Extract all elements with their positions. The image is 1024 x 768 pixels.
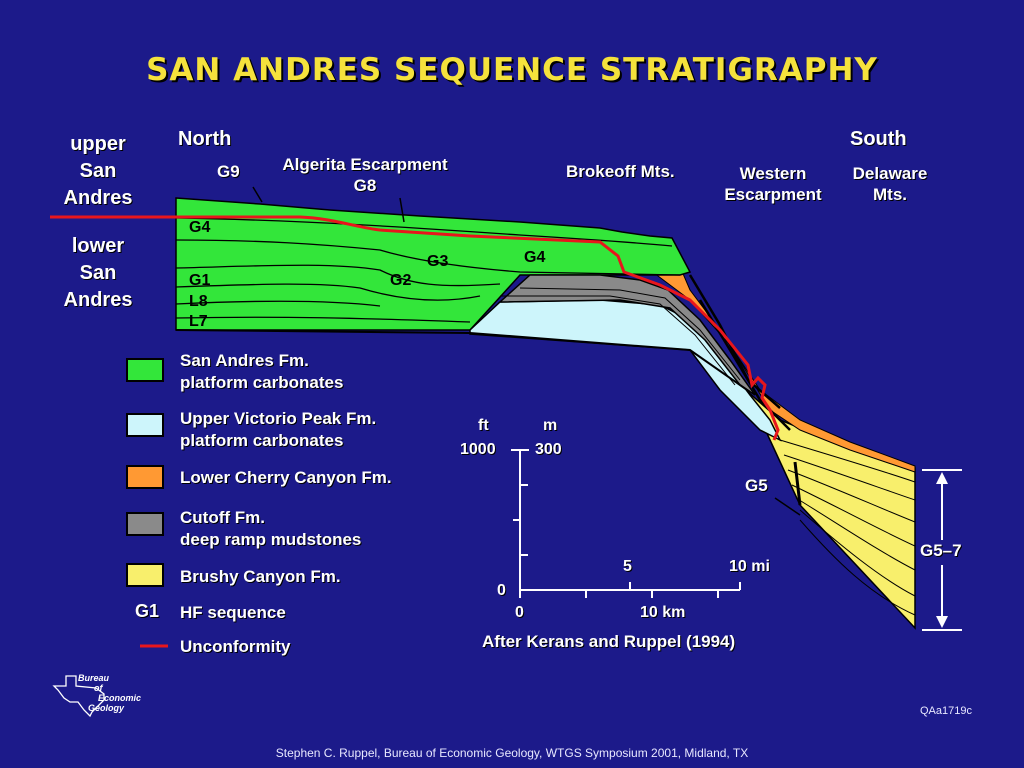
figure-code: QAa1719c (920, 705, 972, 717)
algerita-escarpment-label: Algerita Escarpment G8 (282, 155, 448, 195)
g4-left-label: G4 (189, 219, 211, 236)
scale-10-mi: 10 mi (729, 558, 770, 575)
scale-m-value: 300 (535, 441, 562, 458)
brokeoff-label: Brokeoff Mts. (566, 162, 675, 181)
scale-m-unit: m (543, 417, 558, 434)
legend-swatch-victorio-peak (126, 413, 164, 437)
legend-label-cherry-canyon: Lower Cherry Canyon Fm. (180, 468, 392, 487)
g9-label: G9 (217, 162, 240, 181)
legend-label-san-andres: San Andres Fm. platform carbonates (180, 351, 344, 392)
south-label: South (850, 128, 907, 150)
north-label: North (178, 128, 232, 150)
g5-fault (793, 461, 802, 506)
scale-5-mi: 5 (623, 558, 632, 575)
unconformity-line (50, 215, 780, 441)
upper-san-andres-label: upper San Andres (63, 133, 133, 209)
citation: After Kerans and Ruppel (1994) (482, 632, 736, 651)
g5-7-bracket (922, 469, 962, 631)
legend-swatch-cherry-canyon (126, 465, 164, 489)
legend-sequence-key: G1 (135, 601, 160, 621)
legend-label-cutoff: Cutoff Fm. deep ramp mudstones (180, 508, 362, 549)
footer-credit: Stephen C. Ruppel, Bureau of Economic Ge… (275, 746, 749, 760)
g1-label: G1 (189, 272, 211, 289)
delaware-mts-label: Delaware Mts. (852, 164, 928, 204)
lower-san-andres-label: lower San Andres (63, 235, 133, 311)
legend-swatch-brushy-canyon (126, 563, 164, 587)
g4-right-label: G4 (524, 249, 546, 266)
scale-zero-vertical: 0 (497, 582, 506, 599)
scale-ft-value: 1000 (460, 441, 496, 458)
g5-7-label: G5–7 (920, 541, 962, 560)
scale-ft-unit: ft (478, 417, 489, 434)
legend-swatch-cutoff (126, 512, 164, 536)
scale-zero-horizontal: 0 (515, 604, 524, 621)
san-andres-unit (175, 197, 692, 331)
l8-label: L8 (189, 293, 208, 310)
legend-label-victorio-peak: Upper Victorio Peak Fm. platform carbona… (180, 409, 377, 450)
g3-label: G3 (427, 253, 449, 270)
texas-logo-icon (52, 675, 105, 718)
legend-sequence-desc: HF sequence (180, 603, 286, 622)
scale-10-km: 10 km (640, 604, 686, 621)
legend-swatch-san-andres (126, 358, 164, 382)
western-escarpment-label: Western Escarpment (724, 164, 822, 204)
scale-bar (511, 449, 741, 598)
l7-label: L7 (189, 313, 208, 330)
legend-unconformity-desc: Unconformity (180, 637, 291, 656)
g5-label: G5 (745, 476, 768, 495)
legend-label-brushy-canyon: Brushy Canyon Fm. (180, 567, 341, 586)
bureau-logo-text: Bureau of Economic Geology (78, 673, 142, 713)
g2-label: G2 (390, 272, 412, 289)
slide-title: SAN ANDRES SEQUENCE STRATIGRAPHY (146, 52, 878, 88)
